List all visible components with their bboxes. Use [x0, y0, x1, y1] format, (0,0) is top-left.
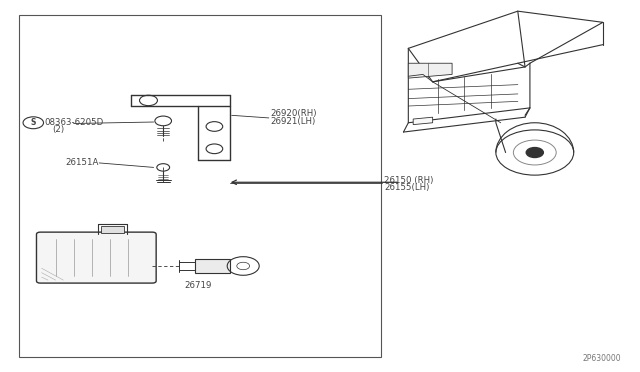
Text: (2): (2): [52, 125, 65, 134]
Text: 26151A: 26151A: [65, 158, 99, 167]
Text: 26921(LH): 26921(LH): [270, 117, 316, 126]
Circle shape: [526, 148, 543, 157]
Polygon shape: [408, 63, 452, 78]
Text: 26150 (RH): 26150 (RH): [384, 176, 433, 185]
Text: 26920(RH): 26920(RH): [270, 109, 317, 118]
Text: 08363-6205D: 08363-6205D: [45, 118, 104, 127]
Text: 26155(LH): 26155(LH): [384, 183, 429, 192]
Text: 26719: 26719: [185, 281, 212, 290]
Text: 2P630000: 2P630000: [582, 354, 621, 363]
FancyBboxPatch shape: [36, 232, 156, 283]
Bar: [195, 259, 230, 273]
Bar: [101, 226, 124, 232]
Bar: [19, 15, 381, 357]
Text: S: S: [31, 118, 36, 127]
Polygon shape: [413, 117, 433, 125]
